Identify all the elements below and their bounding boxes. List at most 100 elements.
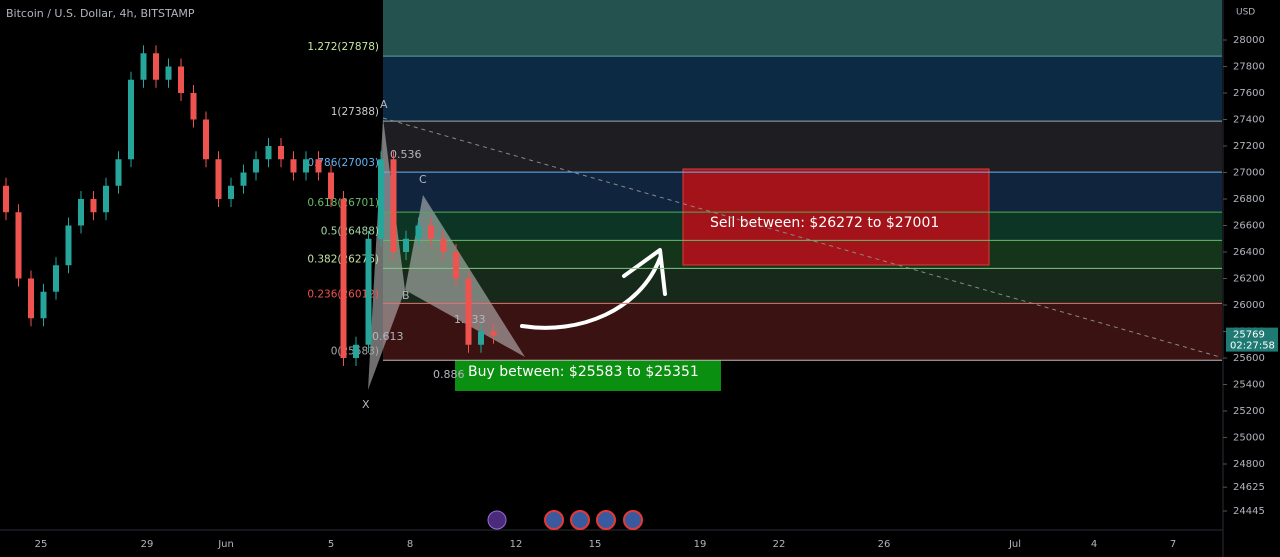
current-price-tag <box>1226 327 1278 352</box>
candle <box>378 159 384 239</box>
candle <box>278 146 284 160</box>
candle <box>428 225 434 239</box>
price-tick-label: 24800 <box>1233 459 1265 470</box>
pattern-point-label: C <box>419 173 427 186</box>
fib-label: 1.272(27878) <box>307 41 379 53</box>
candle <box>190 93 197 120</box>
candle <box>3 185 9 213</box>
time-label: Jul <box>1008 539 1021 550</box>
candle <box>465 278 472 345</box>
event-icon[interactable] <box>544 510 564 530</box>
price-tick-label: 27600 <box>1233 88 1265 99</box>
candle <box>440 238 447 252</box>
time-label: 22 <box>773 539 786 550</box>
candle <box>365 238 372 345</box>
countdown: 02:27:58 <box>1230 341 1275 352</box>
pattern-ratio: 0.886 <box>433 368 465 381</box>
pattern-point-label: B <box>402 289 410 302</box>
time-label: 15 <box>589 539 602 550</box>
time-label: Jun <box>217 539 234 550</box>
candle <box>165 66 172 80</box>
currency-label: USD <box>1236 8 1255 18</box>
time-label: 7 <box>1170 539 1176 550</box>
arrow-head <box>622 248 667 296</box>
time-label: 12 <box>510 539 523 550</box>
candle <box>215 159 222 199</box>
price-tick-label: 27800 <box>1233 62 1265 73</box>
candle <box>453 252 459 279</box>
price-tick-label: 26000 <box>1233 300 1265 311</box>
candle <box>115 159 122 186</box>
price-tick-label: 25600 <box>1233 353 1265 364</box>
current-price: 25769 <box>1233 330 1265 341</box>
price-tick-label: 26400 <box>1233 247 1265 258</box>
candle <box>40 291 47 319</box>
candle <box>303 159 309 173</box>
arrow <box>520 256 662 330</box>
candle <box>240 172 247 186</box>
fib-zone <box>383 268 1222 304</box>
fib-zone <box>383 121 1222 173</box>
candle <box>153 53 159 80</box>
candle <box>390 159 397 252</box>
candle <box>403 238 409 252</box>
time-label: 4 <box>1091 539 1097 550</box>
price-tick-label: 25000 <box>1233 433 1265 444</box>
pattern-ratio: 0.613 <box>372 330 404 343</box>
time-label: 29 <box>141 539 154 550</box>
time-label: 19 <box>694 539 707 550</box>
fib-label: 0.5(26488) <box>321 225 379 237</box>
candle <box>290 159 297 173</box>
price-tick-label: 26600 <box>1233 221 1265 232</box>
candle <box>65 225 72 266</box>
price-tick-label: 25200 <box>1233 406 1265 417</box>
candle <box>90 199 97 213</box>
sell-zone <box>682 168 990 266</box>
time-label: 26 <box>878 539 891 550</box>
candle <box>140 53 147 80</box>
candle <box>353 344 359 358</box>
time-label: 25 <box>35 539 48 550</box>
event-icon[interactable] <box>623 510 643 530</box>
fib-label: 1(27388) <box>331 106 379 118</box>
candle <box>265 146 272 160</box>
price-tick-label: 24625 <box>1233 482 1265 493</box>
price-tick-label: 27400 <box>1233 115 1265 126</box>
pattern-ratio: 0.536 <box>390 148 422 161</box>
candle <box>253 159 259 173</box>
pattern-triangle <box>405 195 525 357</box>
price-tick-label: 25400 <box>1233 380 1265 391</box>
fib-label: 0.786(27003) <box>307 157 379 169</box>
fib-zone <box>383 56 1222 122</box>
candle <box>490 331 497 336</box>
pattern-point-label: A <box>380 98 388 111</box>
candle <box>103 185 109 213</box>
trend-line <box>382 117 1221 358</box>
pattern-point-label: X <box>362 398 370 411</box>
candle <box>15 212 22 279</box>
candle <box>415 225 422 239</box>
buy-zone-label: Buy between: $25583 to $25351 <box>468 364 699 380</box>
candle <box>315 159 322 173</box>
candle <box>228 185 234 199</box>
sell-zone-label: Sell between: $26272 to $27001 <box>710 215 939 231</box>
fib-zone <box>383 303 1222 361</box>
candle <box>53 265 59 292</box>
candle <box>78 199 84 226</box>
candle <box>203 119 209 160</box>
price-tick-label: 28000 <box>1233 35 1265 46</box>
price-tick-label: 24445 <box>1233 506 1265 517</box>
candle <box>28 278 34 319</box>
price-tick-label: 27000 <box>1233 168 1265 179</box>
price-tick-label: 26800 <box>1233 194 1265 205</box>
buy-zone <box>455 360 721 391</box>
price-tick-label: 26200 <box>1233 274 1265 285</box>
event-icon[interactable] <box>596 510 616 530</box>
candle <box>178 66 184 93</box>
pattern-triangle <box>368 118 405 390</box>
event-icon[interactable] <box>570 510 590 530</box>
candle <box>478 331 484 345</box>
event-icon[interactable] <box>487 510 507 530</box>
